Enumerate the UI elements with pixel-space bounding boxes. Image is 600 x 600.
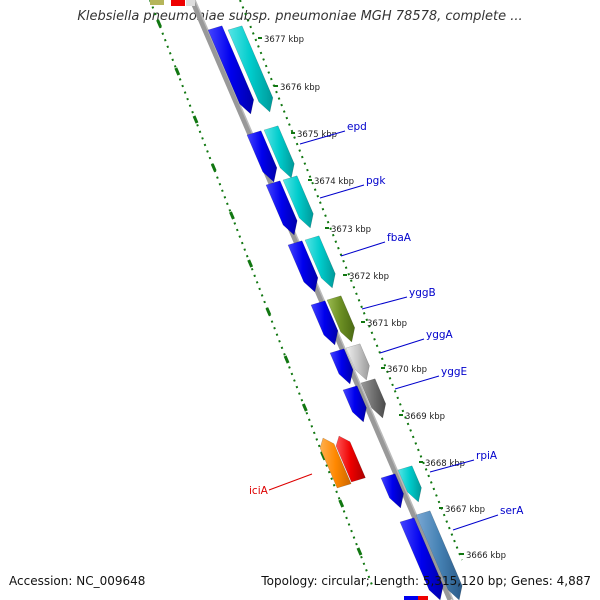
map-title: Klebsiella pneumoniae subsp. pneumoniae …: [77, 9, 523, 24]
gene-arrow-epd[interactable]: [246, 130, 278, 183]
label-leader: [268, 473, 313, 491]
label-leader: [361, 296, 408, 310]
cds-arrow-epd[interactable]: [263, 125, 295, 179]
label-leader: [379, 338, 425, 354]
gene-label-epd[interactable]: epd: [347, 121, 367, 133]
accession-label: Accession: NC_009648: [9, 574, 146, 588]
cds-arrow-yggB[interactable]: [326, 295, 355, 343]
minor-tick: [192, 115, 199, 124]
kbp-tick-label: 3673 kbp: [331, 225, 371, 235]
kbp-tick-label: 3666 kbp: [466, 551, 506, 561]
partial-feature[interactable]: [150, 0, 164, 5]
minor-tick: [356, 547, 363, 556]
gene-label-rpiA[interactable]: rpiA: [476, 450, 498, 462]
minor-tick: [229, 211, 235, 220]
label-leader: [452, 514, 499, 531]
gene-arrow-yggE[interactable]: [342, 385, 367, 423]
cds-arrow-pgk[interactable]: [282, 175, 314, 229]
minor-tick: [174, 67, 181, 76]
gene-arrow-rpiA[interactable]: [380, 473, 404, 509]
cds-arrow-rpiA[interactable]: [397, 465, 422, 503]
partial-feature[interactable]: [404, 596, 418, 600]
kbp-tick-label: 3671 kbp: [367, 319, 407, 329]
cds-arrow-yggE[interactable]: [360, 378, 386, 419]
label-leader: [340, 241, 386, 257]
cds-arrow-fbaA[interactable]: [304, 235, 336, 289]
gene-label-fbaA[interactable]: fbaA: [387, 232, 412, 244]
gene-arrow-yggB[interactable]: [310, 300, 339, 346]
gene-arrow-iciA[interactable]: [335, 435, 366, 483]
kbp-tick-label: 3667 kbp: [445, 505, 485, 515]
gene-label-yggA[interactable]: yggA: [426, 329, 454, 341]
label-leader: [299, 130, 346, 145]
partial-feature[interactable]: [418, 596, 428, 600]
gene-label-yggB[interactable]: yggB: [409, 287, 436, 299]
minor-tick: [265, 307, 272, 316]
kbp-tick-label: 3672 kbp: [349, 272, 389, 282]
genome-backbone-highlight: [194, 0, 454, 600]
genome-summary: Topology: circular; Length: 5,315,120 bp…: [261, 574, 591, 588]
gene-label-serA[interactable]: serA: [500, 505, 524, 517]
minor-tick: [320, 451, 326, 460]
gene-label-yggE[interactable]: yggE: [441, 366, 467, 378]
minor-tick: [247, 259, 254, 268]
kbp-tick-label: 3677 kbp: [264, 35, 304, 45]
minor-tick: [301, 403, 308, 412]
kbp-tick-label: 3669 kbp: [405, 412, 445, 422]
gene-arrow[interactable]: [207, 25, 254, 115]
gene-arrow-serA[interactable]: [399, 517, 444, 600]
cds-arrow-yggA[interactable]: [345, 343, 370, 381]
label-leader: [319, 184, 365, 199]
kbp-tick-label: 3668 kbp: [425, 459, 465, 469]
gene-label-pgk[interactable]: pgk: [366, 175, 386, 187]
kbp-tick-label: 3675 kbp: [297, 130, 337, 140]
partial-feature[interactable]: [186, 0, 195, 6]
outer-tick-track: [239, 0, 463, 561]
minor-tick: [156, 19, 162, 28]
kbp-tick-label: 3670 kbp: [387, 365, 427, 375]
gene-arrow-fbaA[interactable]: [287, 240, 319, 293]
partial-feature[interactable]: [171, 0, 185, 6]
minor-tick: [210, 163, 217, 172]
genome-backbone: [189, 0, 453, 600]
cds-arrow[interactable]: [227, 25, 274, 113]
kbp-tick-label: 3674 kbp: [314, 177, 354, 187]
label-leader: [429, 459, 475, 473]
gene-label-iciA[interactable]: iciA: [249, 485, 269, 497]
cds-arrow-iciA[interactable]: [319, 437, 352, 489]
minor-tick: [283, 355, 290, 364]
gene-arrow-yggA[interactable]: [329, 348, 354, 385]
label-leader: [394, 375, 440, 390]
kbp-tick-label: 3676 kbp: [280, 83, 320, 93]
gene-arrow-pgk[interactable]: [265, 180, 298, 236]
minor-tick: [338, 499, 345, 508]
cds-arrow-serA[interactable]: [415, 510, 463, 600]
